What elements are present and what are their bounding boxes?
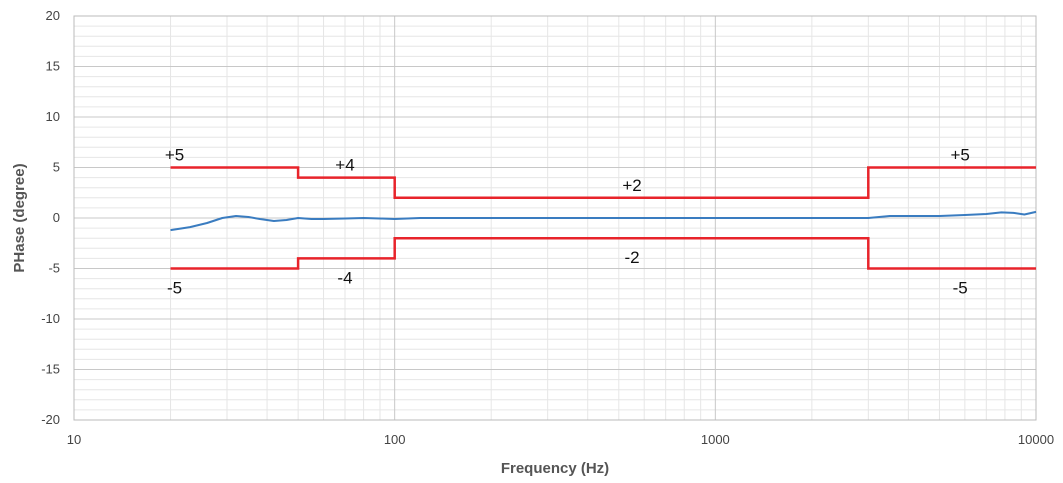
- annotation-label: -2: [625, 248, 640, 267]
- y-tick-labels: 20 15 10 5 0 -5 -10 -15 -20: [41, 8, 60, 427]
- limit-annotations: +5 +4 +2 +5 -5 -4 -2 -5: [165, 146, 970, 298]
- annotation-label: -5: [953, 279, 968, 298]
- upper-limit-line: [170, 166, 1036, 200]
- y-tick-label: 5: [53, 160, 60, 175]
- y-tick-label: 0: [53, 210, 60, 225]
- annotation-label: -5: [167, 279, 182, 298]
- lower-limit-line: [170, 236, 1036, 270]
- x-tick-label: 10000: [1018, 432, 1054, 447]
- y-tick-label: 20: [46, 8, 60, 23]
- plot-area: [73, 15, 1037, 421]
- y-tick-label: -15: [41, 362, 60, 377]
- y-axis-label: PHase (degree): [11, 163, 28, 272]
- x-tick-label: 100: [384, 432, 406, 447]
- annotation-label: +4: [335, 156, 354, 175]
- measured-line: [170, 210, 1037, 232]
- measured-series: [170, 210, 1037, 232]
- x-axis-label: Frequency (Hz): [501, 460, 609, 477]
- y-tick-label: 10: [46, 109, 60, 124]
- y-tick-label: 15: [46, 59, 60, 74]
- limit-lines: [170, 166, 1036, 270]
- annotation-label: +2: [622, 176, 641, 195]
- annotation-label: -4: [337, 268, 352, 287]
- x-tick-label: 10: [67, 432, 81, 447]
- y-tick-label: -20: [41, 412, 60, 427]
- y-tick-label: -5: [48, 261, 60, 276]
- annotation-label: +5: [950, 146, 969, 165]
- x-tick-label: 1000: [701, 432, 730, 447]
- x-tick-labels: 10 100 1000 10000: [67, 432, 1054, 447]
- y-tick-label: -10: [41, 311, 60, 326]
- annotation-label: +5: [165, 146, 184, 165]
